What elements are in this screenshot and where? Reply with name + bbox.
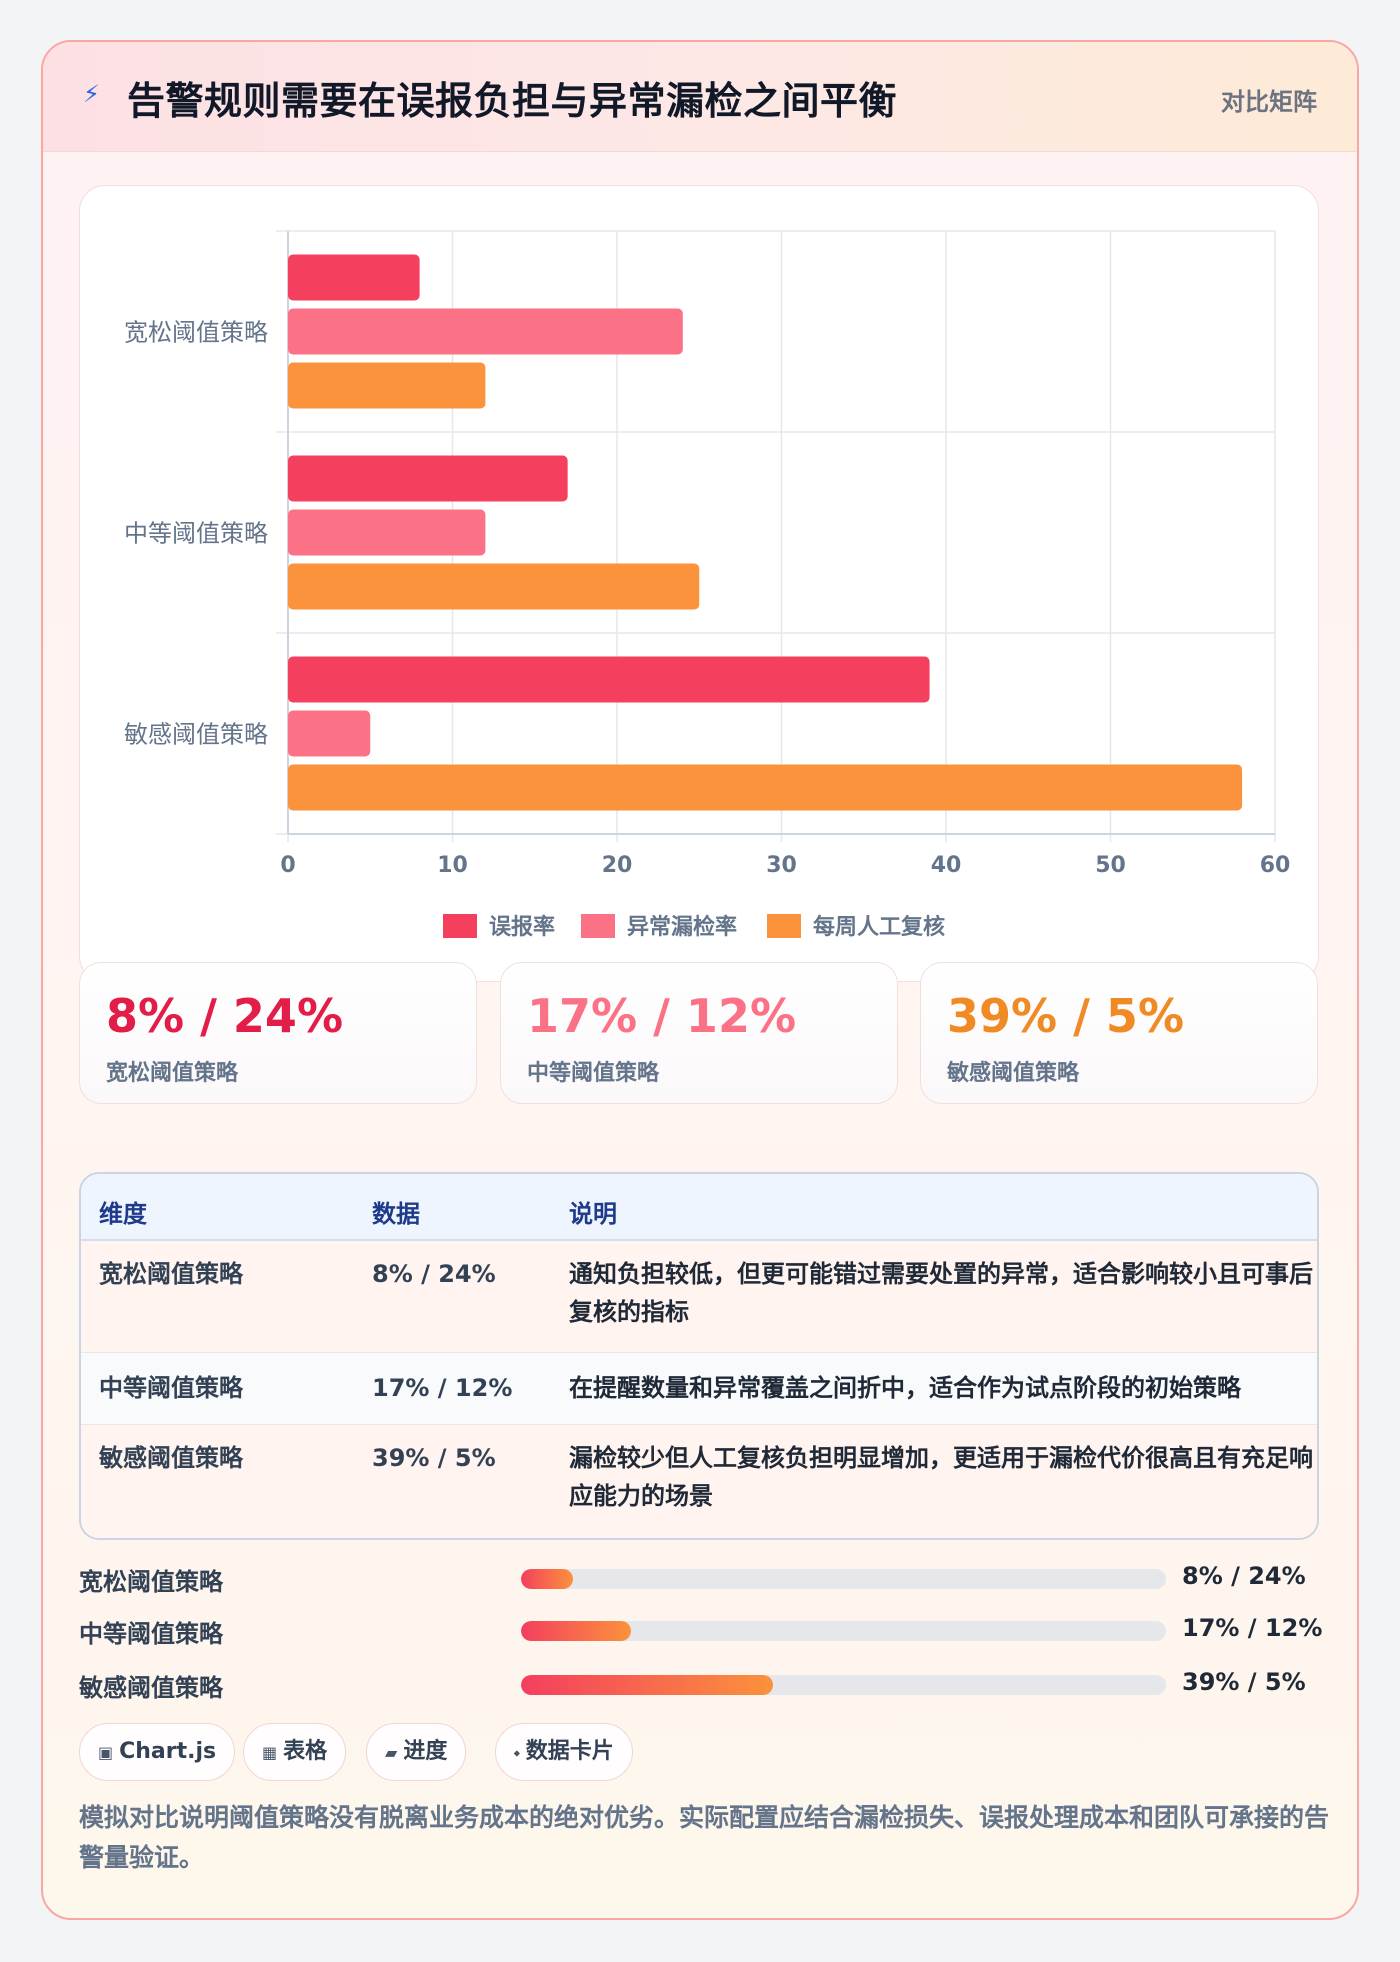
bar: [288, 710, 371, 757]
table-row: 中等阈值策略 17% / 12% 在提醒数量和异常覆盖之间折中，适合作为试点阶段…: [81, 1353, 1317, 1425]
chart-icon: ▣: [98, 1743, 114, 1762]
progress-fill: [521, 1621, 631, 1641]
stat-label: 宽松阈值策略: [106, 1061, 239, 1086]
table-row: 敏感阈值策略 39% / 5% 漏检较少但人工复核负担明显增加，更适用于漏检代价…: [81, 1425, 1317, 1538]
progress-icon: ▰: [385, 1743, 398, 1762]
pill-label: 数据卡片: [525, 1739, 614, 1764]
header: ⚡ 告警规则需要在误报负担与异常漏检之间平衡 对比矩阵: [43, 42, 1357, 152]
stat-label: 敏感阈值策略: [947, 1061, 1080, 1086]
bar: [288, 764, 1243, 811]
pill-data-cards[interactable]: ⬩ 数据卡片: [495, 1723, 633, 1781]
x-tick-label: 60: [1260, 853, 1291, 878]
stat-label: 中等阈值策略: [527, 1061, 660, 1086]
x-tick-label: 50: [1095, 853, 1126, 878]
pill-label: Chart.js: [119, 1739, 217, 1764]
progress-label: 宽松阈值策略: [79, 1568, 223, 1596]
row-name: 宽松阈值策略: [99, 1260, 243, 1288]
progress-fill: [521, 1569, 573, 1589]
legend-label: 误报率: [489, 914, 555, 940]
stat-value: 39% / 5%: [947, 989, 1185, 1043]
x-tick-label: 30: [766, 853, 797, 878]
stat-card-loose: 8% / 24% 宽松阈值策略: [79, 962, 477, 1104]
row-data: 17% / 12%: [372, 1374, 513, 1402]
bar: [288, 563, 700, 610]
column-header: 说明: [569, 1200, 617, 1228]
pill-label: 进度: [403, 1739, 448, 1764]
progress-value: 8% / 24%: [1182, 1562, 1306, 1590]
x-tick-label: 40: [931, 853, 962, 878]
column-header: 数据: [372, 1200, 420, 1228]
stat-card-sensitive: 39% / 5% 敏感阈值策略: [920, 962, 1318, 1104]
bar: [288, 362, 486, 409]
row-data: 39% / 5%: [372, 1444, 496, 1472]
x-tick-label: 0: [280, 853, 295, 878]
legend-swatch: [443, 914, 477, 938]
legend-label: 每周人工复核: [813, 914, 945, 940]
pill-label: 表格: [283, 1739, 328, 1764]
table-icon: ▦: [262, 1743, 278, 1762]
legend-label: 异常漏检率: [627, 914, 737, 940]
legend-swatch: [581, 914, 615, 938]
x-tick-label: 10: [437, 853, 468, 878]
progress-fill: [521, 1675, 773, 1695]
category-label: 宽松阈值策略: [124, 319, 268, 347]
bar: [288, 254, 420, 301]
progress-value: 39% / 5%: [1182, 1668, 1306, 1696]
table-header: 维度 数据 说明: [81, 1174, 1317, 1241]
bar: [288, 455, 568, 502]
progress-label: 敏感阈值策略: [79, 1674, 223, 1702]
progress-track: [521, 1675, 1166, 1695]
row-data: 8% / 24%: [372, 1260, 496, 1288]
row-name: 中等阈值策略: [99, 1374, 243, 1402]
category-label: 敏感阈值策略: [124, 721, 268, 749]
diamond-icon: ⬩: [514, 1743, 520, 1762]
stat-card-medium: 17% / 12% 中等阈值策略: [500, 962, 898, 1104]
column-header: 维度: [99, 1200, 147, 1228]
bar: [288, 656, 930, 703]
page-title: 告警规则需要在误报负担与异常漏检之间平衡: [127, 79, 898, 123]
footnote: 模拟对比说明阈值策略没有脱离业务成本的绝对优劣。实际配置应结合漏检损失、误报处理…: [79, 1803, 1330, 1872]
pill-chartjs[interactable]: ▣ Chart.js: [79, 1723, 236, 1781]
comparison-table: 维度 数据 说明 宽松阈值策略 8% / 24% 通知负担较低，但更可能错过需要…: [79, 1172, 1319, 1540]
bar: [288, 308, 683, 355]
bolt-icon: ⚡: [83, 80, 100, 108]
pill-table[interactable]: ▦ 表格: [243, 1723, 347, 1781]
stat-value: 8% / 24%: [106, 989, 344, 1043]
table-row: 宽松阈值策略 8% / 24% 通知负担较低，但更可能错过需要处置的异常，适合影…: [81, 1241, 1317, 1353]
x-tick-label: 20: [602, 853, 633, 878]
chart-card: 0 10 20 30 40 50 60 宽松阈值策略 中等阈值策略 敏感阈值策略误报率 异常漏检率 每…: [79, 185, 1319, 982]
row-name: 敏感阈值策略: [99, 1444, 243, 1472]
row-desc: 通知负担较低，但更可能错过需要处置的异常，适合影响较小且可事后复核的指标: [569, 1260, 1313, 1326]
bar: [288, 509, 486, 556]
progress-value: 17% / 12%: [1182, 1614, 1323, 1642]
view-tag: 对比矩阵: [1221, 88, 1317, 116]
pill-progress[interactable]: ▰ 进度: [366, 1723, 467, 1781]
category-label: 中等阈值策略: [124, 520, 268, 548]
row-desc: 在提醒数量和异常覆盖之间折中，适合作为试点阶段的初始策略: [569, 1374, 1241, 1402]
progress-track: [521, 1569, 1166, 1589]
progress-label: 中等阈值策略: [79, 1620, 223, 1648]
stat-value: 17% / 12%: [527, 989, 797, 1043]
progress-track: [521, 1621, 1166, 1641]
legend-swatch: [767, 914, 801, 938]
row-desc: 漏检较少但人工复核负担明显增加，更适用于漏检代价很高且有充足响应能力的场景: [569, 1444, 1313, 1510]
